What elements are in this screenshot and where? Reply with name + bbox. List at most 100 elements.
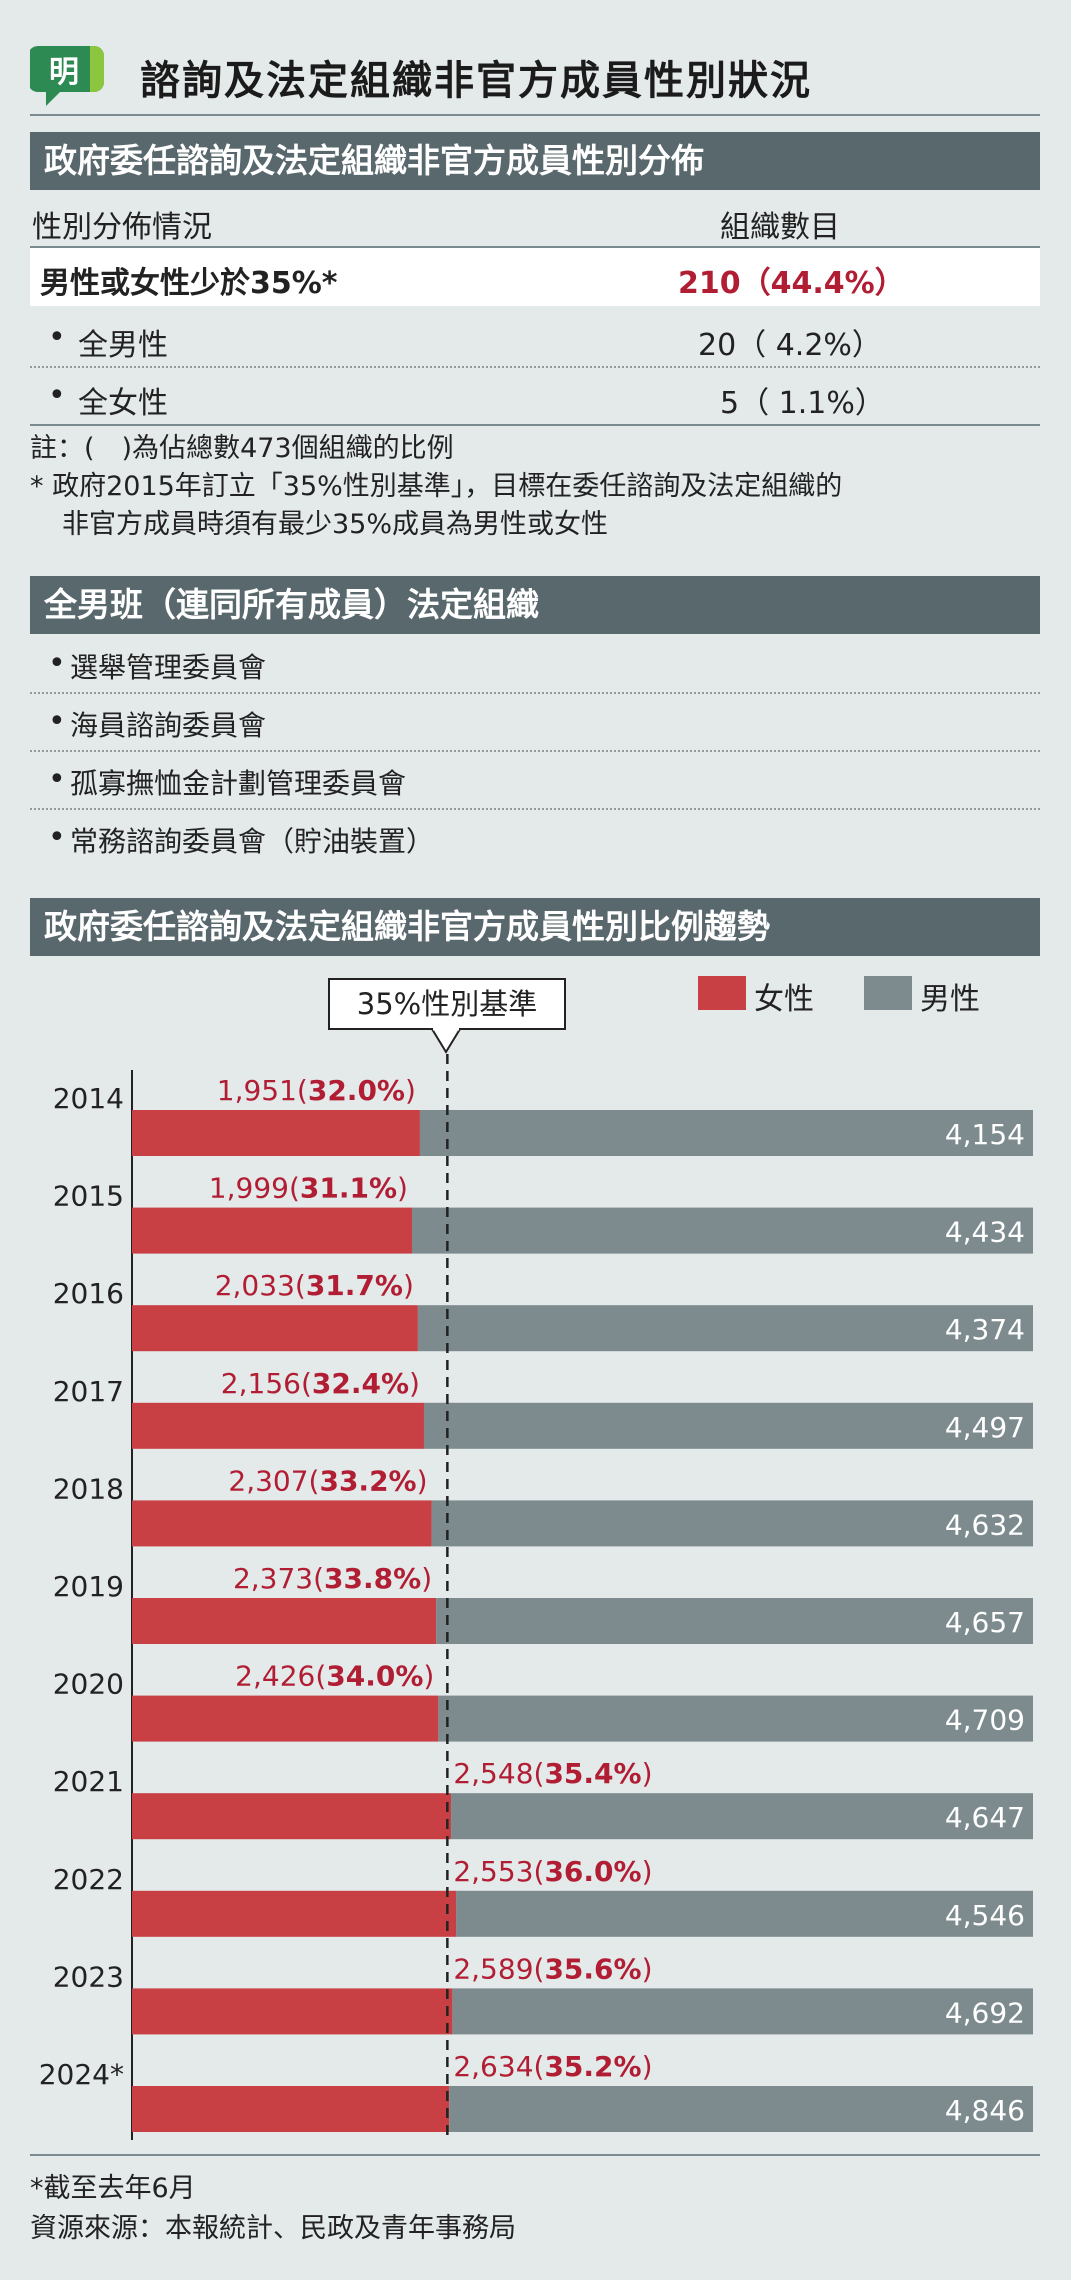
year-tick-label: 2019	[53, 1570, 124, 1603]
year-tick-label: 2022	[53, 1863, 124, 1896]
year-tick-label: 2020	[53, 1668, 124, 1701]
male-value-label: 4,647	[945, 1801, 1025, 1834]
bar-male	[411, 1207, 1033, 1254]
footnote-source: 資源來源：本報統計、民政及青年事務局	[30, 2213, 516, 2244]
male-value-label: 4,657	[945, 1606, 1025, 1639]
bar-female	[132, 1695, 439, 1742]
year-tick-label: 2015	[53, 1180, 124, 1213]
bullet-icon: •	[48, 646, 66, 681]
bar-female	[132, 1110, 420, 1156]
bullet-icon: •	[48, 320, 66, 355]
bullet-icon: •	[48, 820, 66, 855]
section-heading-distribution: 政府委任諮詢及法定組織非官方成員性別分佈	[30, 132, 1040, 190]
bar-male	[417, 1305, 1033, 1352]
female-value-label: 2,426(34.0%)	[235, 1660, 434, 1693]
legend-label-male: 男性	[920, 982, 980, 1017]
section-heading-trend: 政府委任諮詢及法定組織非官方成員性別比例趨勢	[30, 898, 1040, 956]
bar-male	[449, 2086, 1033, 2132]
row-value: 20（ 4.2%）	[698, 328, 882, 363]
bar-female	[132, 1890, 457, 1937]
female-value-label: 2,634(35.2%)	[453, 2050, 652, 2083]
year-tick-label: 2016	[53, 1277, 124, 1310]
bar-female	[132, 1305, 418, 1352]
legend-label-female: 女性	[754, 982, 814, 1017]
bar-male	[438, 1695, 1033, 1742]
female-value-label: 2,156(32.4%)	[221, 1367, 420, 1400]
list-item: • 海員諮詢委員會	[30, 694, 1040, 752]
bar-female	[132, 1207, 412, 1254]
male-value-label: 4,692	[945, 1996, 1025, 2029]
row-value: 210（44.4%）	[678, 266, 905, 301]
table-row: • 全男性 20（ 4.2%）	[30, 310, 1040, 368]
divider	[30, 114, 1040, 116]
section-heading-all-male: 全男班（連同所有成員）法定組織	[30, 576, 1040, 634]
male-value-label: 4,709	[945, 1704, 1025, 1737]
table-row: • 全女性 5（ 1.1%）	[30, 368, 1040, 426]
bar-female	[132, 1500, 432, 1547]
column-header-count: 組織數目	[720, 210, 840, 245]
divider	[30, 2154, 1040, 2156]
male-value-label: 4,434	[945, 1216, 1025, 1249]
bar-female	[132, 1988, 453, 2035]
year-tick-label: 2017	[53, 1375, 124, 1408]
bar-male	[423, 1402, 1034, 1449]
bar-male	[431, 1500, 1033, 1547]
row-label: 男性或女性少於35%*	[40, 266, 338, 301]
bar-female	[132, 1402, 424, 1449]
male-value-label: 4,546	[945, 1899, 1025, 1932]
female-value-label: 2,589(35.6%)	[453, 1952, 652, 1985]
bullet-icon: •	[48, 762, 66, 797]
bar-male	[436, 1598, 1033, 1644]
female-value-label: 2,033(31.7%)	[215, 1269, 414, 1302]
table-notes: 註：( )為佔總數473個組織的比例 * 政府2015年訂立「35%性別基準」，…	[30, 430, 1040, 544]
bar-male	[456, 1890, 1034, 1937]
list-item-label: 孤寡撫恤金計劃管理委員會	[70, 767, 407, 800]
bullet-icon: •	[48, 704, 66, 739]
list-item: • 孤寡撫恤金計劃管理委員會	[30, 752, 1040, 810]
note-line: 註：( )為佔總數473個組織的比例	[30, 433, 454, 464]
list-item-label: 選舉管理委員會	[70, 651, 267, 684]
female-value-label: 2,373(33.8%)	[233, 1562, 432, 1595]
year-tick-label: 2023	[53, 1960, 124, 1993]
female-value-label: 1,951(32.0%)	[217, 1074, 416, 1107]
male-value-label: 4,632	[945, 1508, 1025, 1541]
bar-female	[132, 2086, 450, 2132]
bar-male	[419, 1110, 1033, 1156]
row-value: 5（ 1.1%）	[720, 386, 885, 421]
list-item-label: 常務諮詢委員會（貯油裝置）	[70, 825, 435, 858]
male-value-label: 4,846	[945, 2094, 1025, 2127]
ming-pao-logo: 明	[30, 46, 104, 106]
bar-female	[132, 1793, 452, 1840]
legend-swatch-male	[864, 976, 912, 1010]
table-header-row: 性別分佈情況 組織數目	[30, 198, 1040, 248]
page-title: 諮詢及法定組織非官方成員性別狀況	[140, 58, 812, 104]
table-row: 男性或女性少於35%* 210（44.4%）	[30, 248, 1040, 306]
benchmark-callout: 35%性別基準	[328, 978, 566, 1030]
legend-swatch-female	[698, 976, 746, 1010]
male-value-label: 4,497	[945, 1411, 1025, 1444]
note-line: 非官方成員時須有最少35%成員為男性或女性	[62, 509, 609, 540]
female-value-label: 2,548(35.4%)	[453, 1757, 652, 1790]
logo-char: 明	[49, 55, 79, 90]
bullet-icon: •	[48, 378, 66, 413]
bar-male	[452, 1988, 1033, 2035]
row-label: 全男性	[78, 328, 168, 363]
female-value-label: 2,553(36.0%)	[453, 1855, 652, 1888]
column-header-category: 性別分佈情況	[32, 210, 212, 245]
bar-female	[132, 1598, 437, 1644]
year-tick-label: 2018	[53, 1472, 124, 1505]
year-tick-label: 2024*	[39, 2058, 124, 2091]
male-value-label: 4,154	[945, 1118, 1025, 1151]
year-tick-label: 2014	[53, 1082, 124, 1115]
row-label: 全女性	[78, 386, 168, 421]
bar-male	[451, 1793, 1034, 1840]
female-value-label: 1,999(31.1%)	[209, 1172, 408, 1205]
header: 明 諮詢及法定組織非官方成員性別狀況	[30, 40, 1040, 115]
note-line: * 政府2015年訂立「35%性別基準」，目標在委任諮詢及法定組織的	[30, 471, 843, 502]
year-tick-label: 2021	[53, 1765, 124, 1798]
list-item: • 選舉管理委員會	[30, 636, 1040, 694]
footnote-date: *截至去年6月	[30, 2173, 196, 2204]
list-item: • 常務諮詢委員會（貯油裝置）	[30, 810, 1040, 866]
male-value-label: 4,374	[945, 1313, 1025, 1346]
